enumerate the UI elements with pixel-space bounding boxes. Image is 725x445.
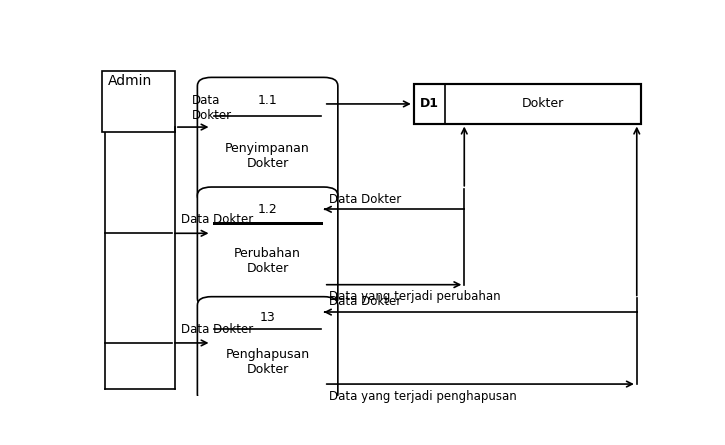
Text: Penghapusan
Dokter: Penghapusan Dokter xyxy=(225,348,310,376)
FancyBboxPatch shape xyxy=(197,77,338,204)
Text: Data Dokter: Data Dokter xyxy=(329,193,402,206)
Bar xyxy=(102,70,175,132)
Text: 13: 13 xyxy=(260,311,276,324)
Text: 1.2: 1.2 xyxy=(258,203,278,216)
Text: Perubahan
Dokter: Perubahan Dokter xyxy=(234,247,301,275)
FancyBboxPatch shape xyxy=(197,187,338,307)
Text: Data
Dokter: Data Dokter xyxy=(191,94,232,122)
Text: Penyimpanan
Dokter: Penyimpanan Dokter xyxy=(225,142,310,170)
Text: Dokter: Dokter xyxy=(522,97,564,110)
Text: Data yang terjadi perubahan: Data yang terjadi perubahan xyxy=(329,290,501,303)
Text: 1.1: 1.1 xyxy=(258,94,278,107)
Text: Data Dokter: Data Dokter xyxy=(181,323,253,336)
Text: Data Dokter: Data Dokter xyxy=(181,213,253,226)
Text: D1: D1 xyxy=(420,97,439,110)
Text: Data yang terjadi penghapusan: Data yang terjadi penghapusan xyxy=(329,389,517,403)
Bar xyxy=(414,84,641,124)
Text: Admin: Admin xyxy=(107,74,152,88)
FancyBboxPatch shape xyxy=(197,297,338,403)
Text: Data Dokter: Data Dokter xyxy=(329,295,402,308)
